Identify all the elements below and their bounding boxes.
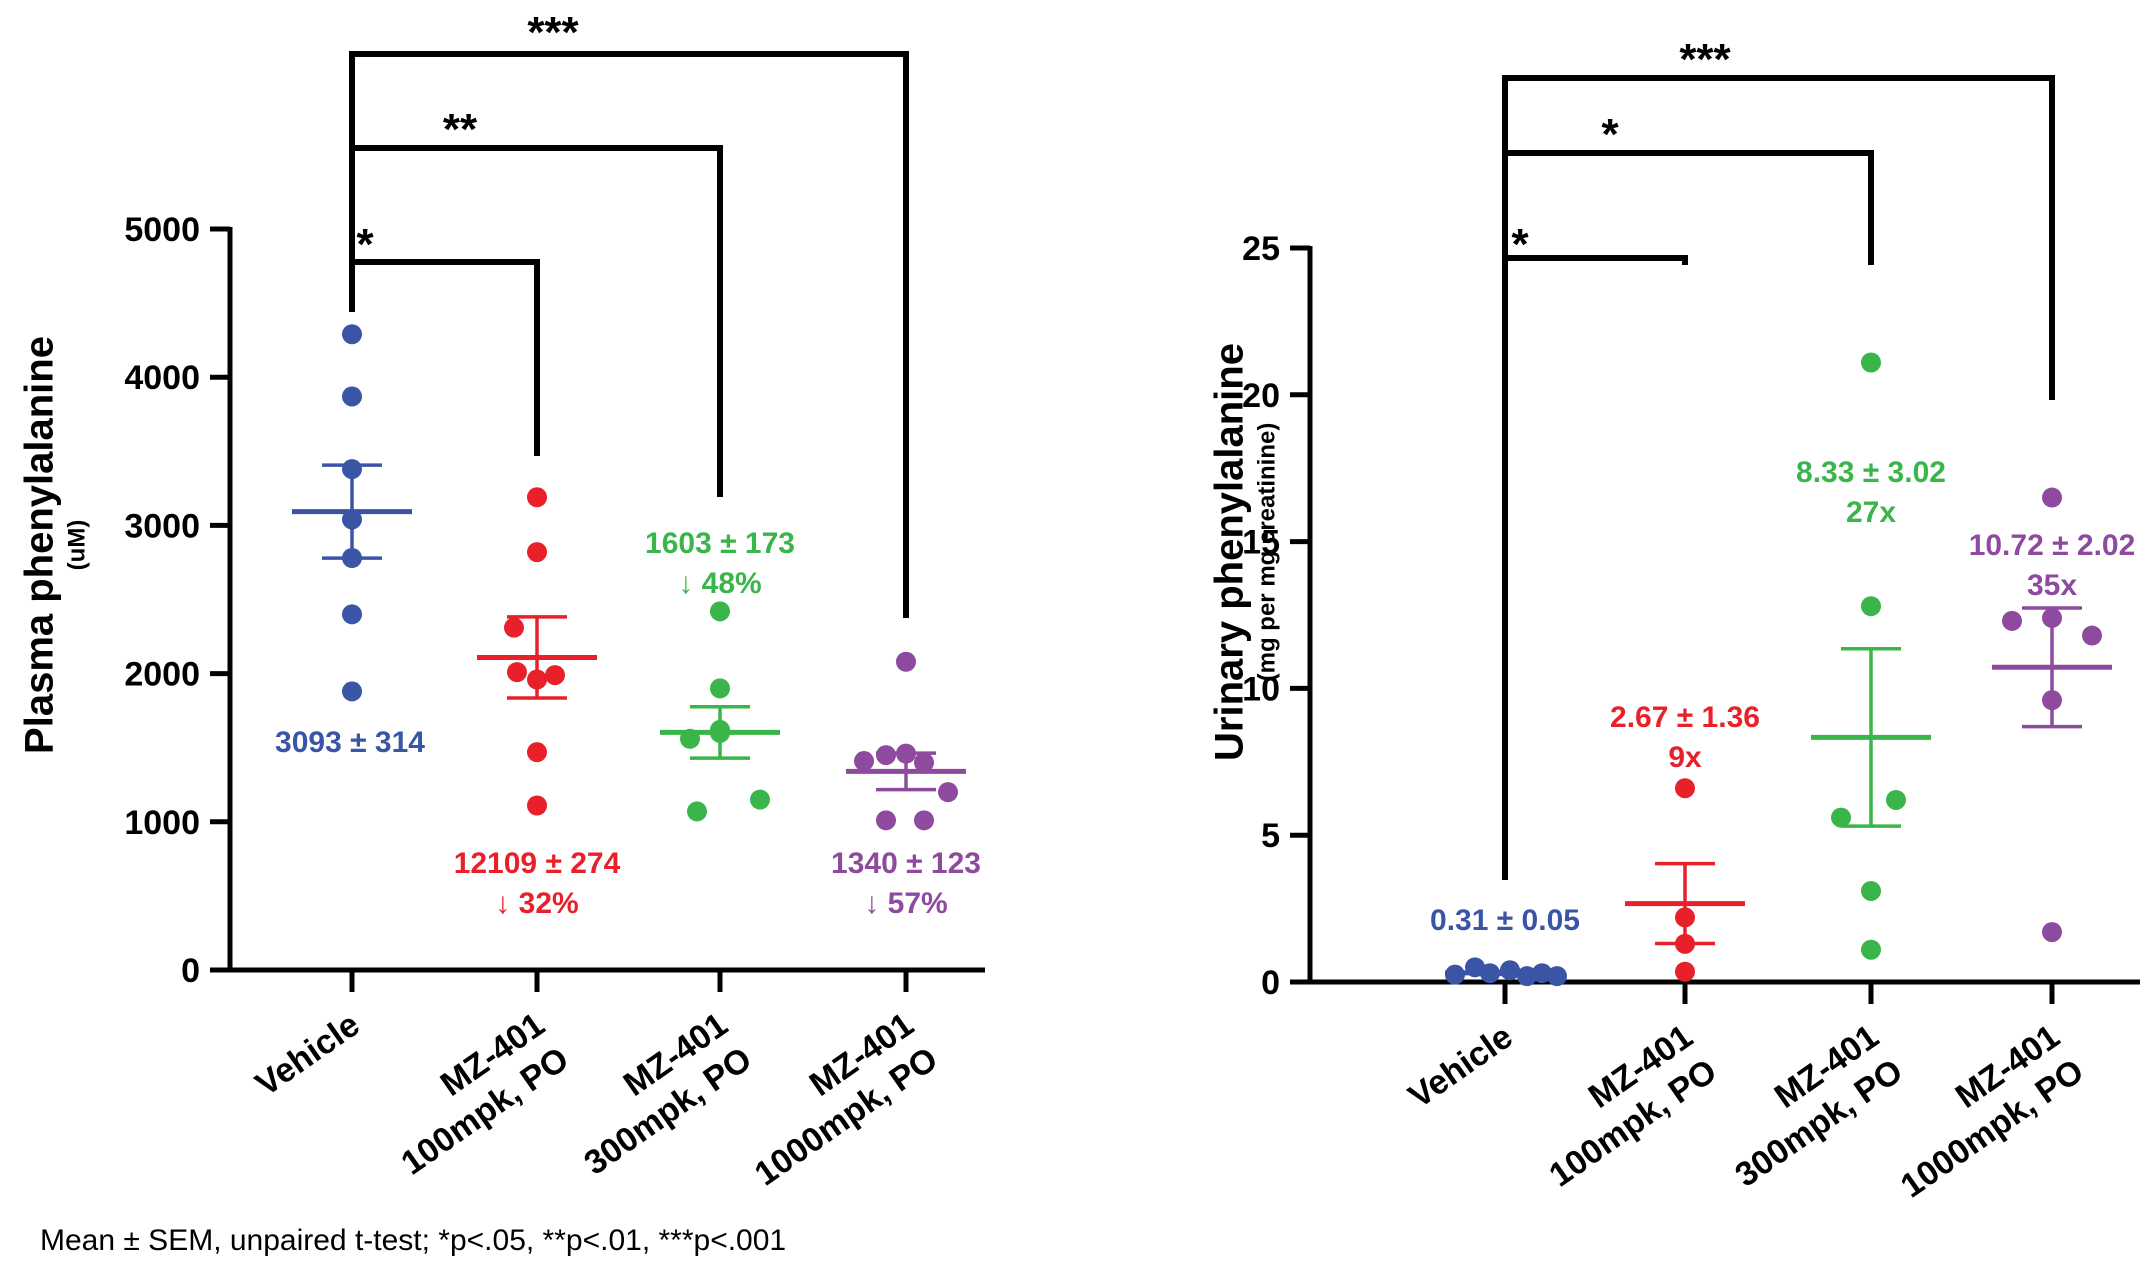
data-point: [342, 681, 362, 702]
data-point: [2002, 610, 2022, 631]
category-label: Vehicle: [1402, 1017, 1520, 1115]
data-point: [342, 386, 362, 407]
data-point: [914, 752, 934, 773]
data-point: [1547, 966, 1567, 987]
category-label-line1: Vehicle: [1402, 1017, 1520, 1115]
y-axis-label: Plasma phenylalanine: [18, 336, 62, 754]
data-point: [527, 542, 547, 563]
data-point: [876, 810, 896, 831]
series-2: [1811, 352, 1931, 960]
series-3: [846, 651, 966, 831]
group-annotation: 8.33 ± 3.02: [1796, 456, 1946, 489]
y-axis-label: Urinary phenylalanine: [1208, 343, 1252, 761]
significance-stars: *: [1601, 110, 1619, 159]
group-annotation: ↓ 32%: [495, 887, 578, 920]
y-tick-label: 3000: [124, 507, 200, 545]
series-0: [292, 324, 412, 702]
data-point: [1886, 789, 1906, 810]
significance-stars: **: [443, 105, 478, 154]
data-point: [1861, 352, 1881, 373]
series-0: [1445, 957, 1567, 987]
data-point: [1861, 880, 1881, 901]
category-label: Vehicle: [249, 1005, 367, 1103]
significance-bracket: [1502, 75, 2055, 880]
data-point: [1675, 778, 1695, 799]
data-point: [507, 662, 527, 683]
significance-stars: *: [356, 220, 374, 269]
significance-bracket: [349, 259, 540, 456]
data-point: [2042, 487, 2062, 508]
data-point: [527, 795, 547, 816]
data-point: [527, 742, 547, 763]
group-annotation: 1603 ± 173: [645, 527, 795, 560]
y-tick-label: 15: [1242, 524, 1280, 562]
y-axis-unit: (uM): [63, 520, 90, 571]
data-point: [1675, 961, 1695, 982]
group-annotation: 0.31 ± 0.05: [1430, 904, 1580, 937]
significance-stars: ***: [1679, 35, 1731, 84]
footnote: Mean ± SEM, unpaired t-test; *p<.05, **p…: [40, 1224, 786, 1257]
data-point: [896, 651, 916, 672]
data-point: [2042, 922, 2062, 943]
y-tick-label: 2000: [124, 656, 200, 694]
group-annotation: 12109 ± 274: [454, 847, 621, 880]
data-point: [876, 745, 896, 766]
significance-bracket: [349, 51, 909, 618]
group-annotation: 3093 ± 314: [275, 726, 425, 759]
significance-stars: ***: [527, 8, 579, 57]
data-point: [710, 678, 730, 699]
y-tick-label: 0: [1261, 964, 1280, 1002]
y-tick-label: 5: [1261, 817, 1280, 855]
data-point: [914, 810, 934, 831]
data-point: [938, 782, 958, 803]
data-point: [545, 665, 565, 686]
data-point: [687, 801, 707, 822]
series-1: [1625, 778, 1745, 982]
group-annotation: 27x: [1846, 496, 1896, 529]
group-annotation: 1340 ± 123: [831, 847, 981, 880]
plasma-chart: 0 1000 2000 3000 4000 5000 Vehicle MZ-401100mpk…: [18, 8, 985, 1193]
y-tick-label: 5000: [124, 211, 200, 249]
y-tick-label: 10: [1242, 670, 1280, 708]
data-point: [710, 601, 730, 622]
data-point: [854, 751, 874, 772]
data-point: [2082, 625, 2102, 646]
data-point: [1861, 939, 1881, 960]
y-tick-label: 20: [1242, 377, 1280, 415]
y-tick-label: 1000: [124, 804, 200, 842]
y-tick-label: 0: [181, 952, 200, 990]
data-point: [1861, 596, 1881, 617]
series-2: [660, 601, 780, 822]
y-tick-label: 25: [1242, 230, 1280, 268]
group-annotation: 2.67 ± 1.36: [1610, 701, 1760, 734]
data-point: [1831, 807, 1851, 828]
significance-bracket: [1502, 255, 1688, 880]
data-point: [342, 324, 362, 345]
group-annotation: 10.72 ± 2.02: [1969, 529, 2136, 562]
series-1: [477, 487, 597, 816]
series-3: [1992, 487, 2112, 943]
significance-stars: *: [1511, 220, 1529, 269]
y-axis-unit: (mg per mg creatinine): [1253, 423, 1280, 682]
group-annotation: ↓ 57%: [864, 887, 947, 920]
data-point: [342, 604, 362, 625]
group-annotation: 35x: [2027, 569, 2077, 602]
group-annotation: ↓ 48%: [678, 567, 761, 600]
category-label-line1: Vehicle: [249, 1005, 367, 1103]
data-point: [504, 617, 524, 638]
y-tick-label: 4000: [124, 359, 200, 397]
group-annotation: 9x: [1668, 741, 1702, 774]
data-point: [527, 487, 547, 508]
data-point: [750, 789, 770, 810]
